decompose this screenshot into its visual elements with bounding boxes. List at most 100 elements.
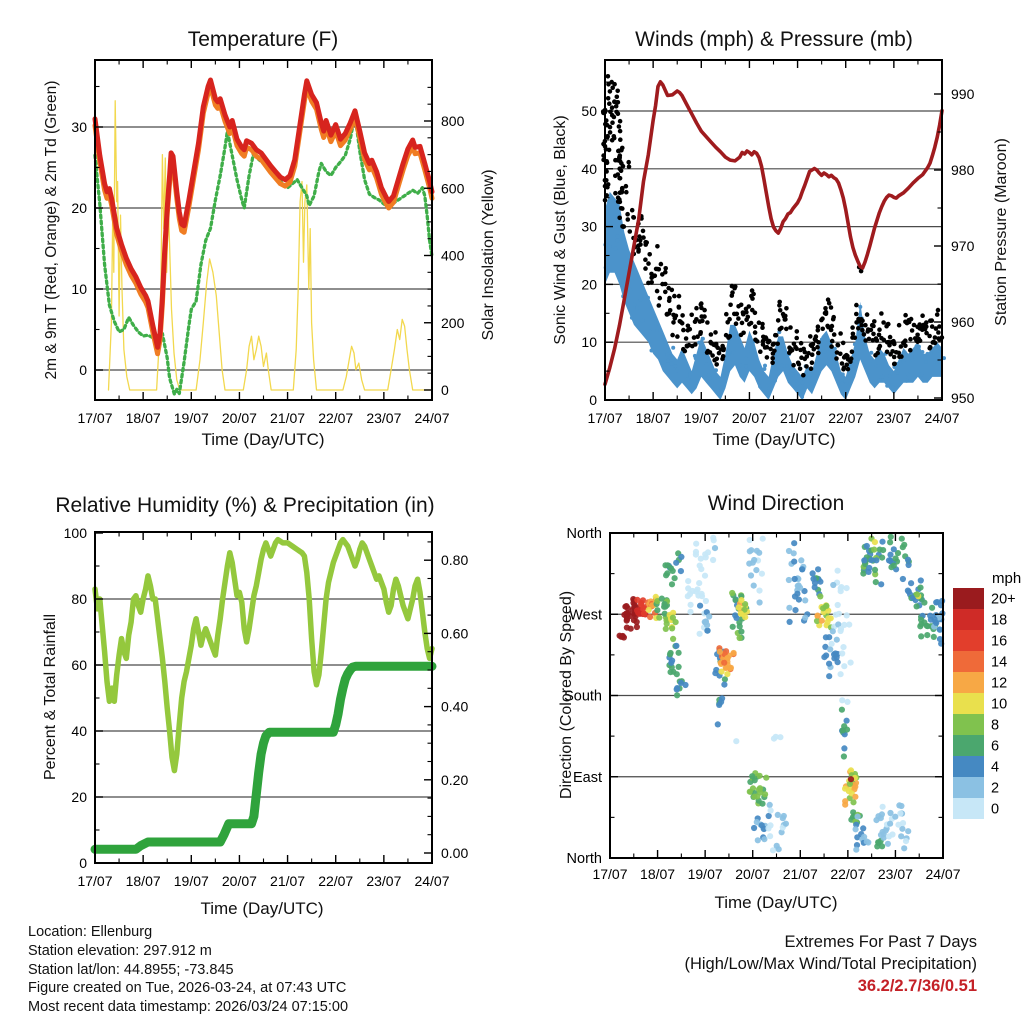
svg-text:23/07: 23/07 (366, 410, 401, 426)
temperature-xaxis-label: Time (Day/UTC) (201, 430, 325, 449)
svg-text:24/07: 24/07 (925, 866, 960, 882)
svg-text:22/07: 22/07 (828, 410, 863, 426)
svg-text:16: 16 (991, 634, 1007, 650)
svg-text:19/07: 19/07 (174, 873, 209, 889)
svg-text:17/07: 17/07 (592, 866, 627, 882)
svg-text:23/07: 23/07 (876, 410, 911, 426)
svg-text:14: 14 (991, 655, 1007, 671)
svg-text:20+: 20+ (991, 592, 1016, 608)
svg-text:0: 0 (991, 802, 999, 818)
svg-text:18/07: 18/07 (126, 873, 161, 889)
svg-text:40: 40 (581, 161, 597, 177)
svg-text:20: 20 (71, 789, 87, 805)
svg-text:18: 18 (991, 613, 1007, 629)
svg-text:12: 12 (991, 676, 1007, 692)
wind-left-axis-label: Sonic Wind & Gust (Blue, Black) (552, 115, 569, 345)
svg-text:0: 0 (79, 362, 87, 378)
svg-text:10: 10 (991, 697, 1007, 713)
svg-text:24/07: 24/07 (924, 410, 959, 426)
svg-text:19/07: 19/07 (174, 410, 209, 426)
svg-text:20: 20 (581, 276, 597, 292)
svg-text:80: 80 (71, 591, 87, 607)
pressure-right-axis-label: Station Pressure (Maroon) (993, 138, 1010, 326)
svg-text:0.60: 0.60 (441, 625, 468, 641)
direction-axis-label: Direction (Colored By Speed) (558, 590, 575, 800)
svg-text:8: 8 (991, 718, 999, 734)
svg-text:30: 30 (581, 219, 597, 235)
station-elevation: Station elevation: 297.912 m (28, 942, 212, 959)
svg-text:40: 40 (71, 723, 87, 739)
svg-text:0.40: 0.40 (441, 699, 468, 715)
svg-text:200: 200 (441, 315, 465, 331)
humidity-xaxis-label: Time (Day/UTC) (200, 899, 324, 918)
svg-text:23/07: 23/07 (878, 866, 913, 882)
svg-text:19/07: 19/07 (684, 410, 719, 426)
svg-text:17/07: 17/07 (77, 873, 112, 889)
svg-text:0.00: 0.00 (441, 845, 468, 861)
svg-text:20/07: 20/07 (222, 873, 257, 889)
svg-text:21/07: 21/07 (270, 873, 305, 889)
extremes-values: 36.2/2.7/36/0.51 (857, 977, 977, 995)
svg-text:800: 800 (441, 113, 465, 129)
svg-text:South: South (564, 689, 602, 705)
svg-text:North: North (567, 526, 602, 542)
svg-text:970: 970 (951, 238, 975, 254)
wind-direction-xaxis-label: Time (Day/UTC) (714, 893, 838, 912)
svg-text:23/07: 23/07 (366, 873, 401, 889)
svg-text:10: 10 (581, 334, 597, 350)
winds-pressure-chart-title: Winds (mph) & Pressure (mb) (635, 28, 913, 51)
svg-text:21/07: 21/07 (270, 410, 305, 426)
svg-text:0.80: 0.80 (441, 552, 468, 568)
svg-text:20/07: 20/07 (222, 410, 257, 426)
most-recent-data-timestamp: Most recent data timestamp: 2026/03/24 0… (28, 999, 349, 1016)
figure-created-timestamp: Figure created on Tue, 2026-03-24, at 07… (28, 980, 347, 997)
svg-text:990: 990 (951, 86, 975, 102)
svg-text:0: 0 (589, 392, 597, 408)
svg-text:21/07: 21/07 (783, 866, 818, 882)
svg-text:2: 2 (991, 781, 999, 797)
svg-text:30: 30 (71, 119, 87, 135)
svg-text:4: 4 (991, 760, 999, 776)
temperature-chart-title: Temperature (F) (187, 28, 339, 51)
svg-text:980: 980 (951, 162, 975, 178)
svg-text:West: West (569, 607, 602, 623)
svg-text:6: 6 (991, 739, 999, 755)
svg-text:24/07: 24/07 (414, 873, 449, 889)
svg-text:400: 400 (441, 248, 465, 264)
svg-text:960: 960 (951, 314, 975, 330)
wind-direction-chart-title: Wind Direction (707, 492, 845, 515)
svg-text:18/07: 18/07 (636, 410, 671, 426)
station-latlon: Station lat/lon: 44.8955; -73.845 (28, 961, 234, 978)
extremes-summary: Extremes For Past 7 Days (High/Low/Max W… (684, 931, 977, 997)
svg-text:21/07: 21/07 (780, 410, 815, 426)
temperature-left-axis-label: 2m & 9m T (Red, Orange) & 2m Td (Green) (43, 80, 60, 380)
svg-text:0: 0 (441, 382, 449, 398)
svg-text:60: 60 (71, 657, 87, 673)
svg-text:20/07: 20/07 (735, 866, 770, 882)
svg-text:50: 50 (581, 103, 597, 119)
svg-text:17/07: 17/07 (587, 410, 622, 426)
extremes-heading: Extremes For Past 7 Days (784, 933, 977, 951)
solar-right-axis-label: Solar Insolation (Yellow) (480, 169, 497, 341)
svg-text:22/07: 22/07 (830, 866, 865, 882)
svg-text:950: 950 (951, 390, 975, 406)
svg-text:10: 10 (71, 281, 87, 297)
winds-xaxis-label: Time (Day/UTC) (712, 430, 836, 449)
station-location: Location: Ellenburg (28, 924, 153, 940)
station-info: Location: Ellenburg Station elevation: 2… (28, 923, 348, 1017)
svg-text:0.20: 0.20 (441, 772, 468, 788)
svg-text:22/07: 22/07 (318, 873, 353, 889)
svg-text:North: North (567, 851, 602, 867)
svg-text:20/07: 20/07 (732, 410, 767, 426)
svg-text:20: 20 (71, 200, 87, 216)
svg-text:22/07: 22/07 (318, 410, 353, 426)
svg-text:24/07: 24/07 (414, 410, 449, 426)
svg-text:100: 100 (64, 525, 88, 541)
svg-text:mph: mph (992, 570, 1021, 587)
svg-text:18/07: 18/07 (640, 866, 675, 882)
svg-text:600: 600 (441, 180, 465, 196)
svg-text:0: 0 (79, 855, 87, 871)
extremes-subheading: (High/Low/Max Wind/Total Precipitation) (684, 955, 977, 973)
